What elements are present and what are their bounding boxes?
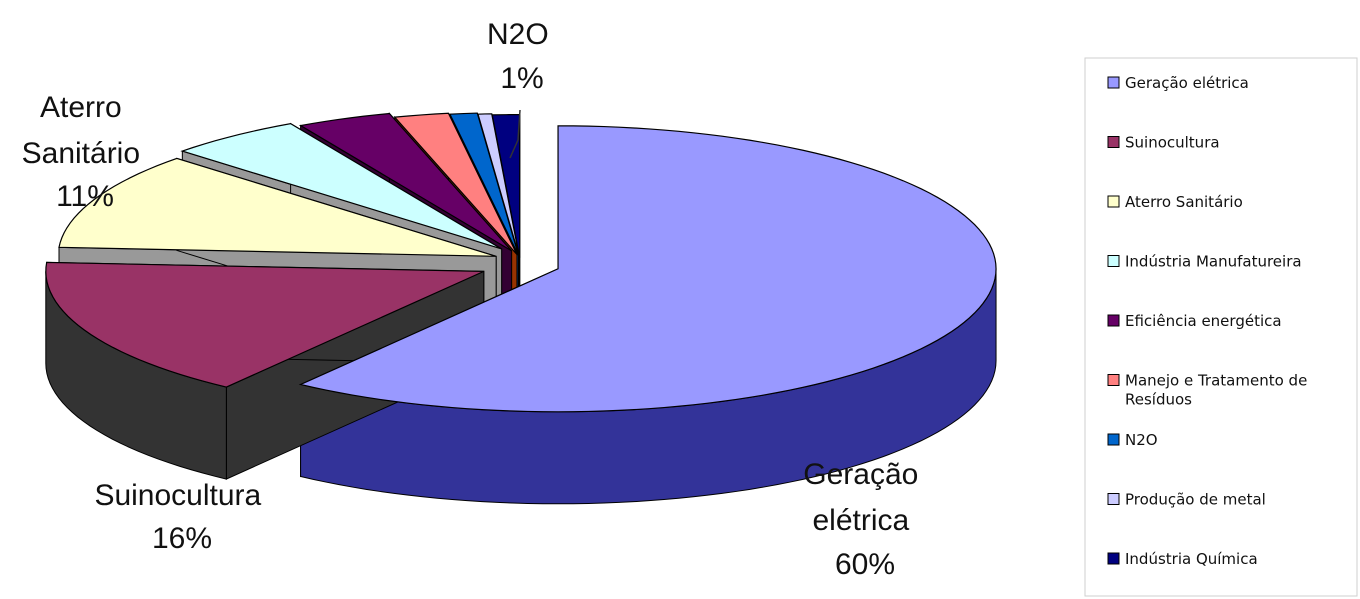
legend-swatch-industria-manufatureira — [1107, 255, 1120, 267]
data-label-n2o-line2: 1% — [500, 62, 543, 95]
legend-label-industria-manufatureira: Indústria Manufatureira — [1125, 253, 1302, 271]
legend-label-eficiencia-energetica: Eficiência energética — [1125, 312, 1282, 330]
legend-swatch-suinocultura — [1107, 136, 1120, 148]
legend-frame — [1084, 57, 1358, 597]
legend-label-suinocultura: Suinocultura — [1125, 134, 1220, 152]
data-label-n2o: N2O 1% — [487, 18, 557, 95]
legend-label-producao-de-metal: Produção de metal — [1125, 491, 1266, 509]
data-label-aterro-line1: Aterro — [40, 91, 122, 124]
data-label-suinocultura-line2: 16% — [152, 522, 212, 555]
legend-label-manejo-e-tratamento-de-residuos: Manejo e Tratamento de Resíduos — [1125, 372, 1307, 409]
n2o-leader-line-2 — [509, 139, 519, 159]
pie-slice-aterro-sanitario — [58, 157, 497, 257]
data-label-geracao-line2: elétrica — [812, 504, 909, 537]
legend-swatch-n2o — [1107, 433, 1120, 446]
pie-slice-industria-manufatureira — [180, 123, 502, 250]
data-label-n2o-line1: N2O — [487, 18, 549, 51]
pie-slice-suinocultura — [45, 261, 485, 388]
legend-swatch-industria-quimica — [1107, 552, 1120, 565]
legend-swatch-geracao-eletrica — [1107, 76, 1120, 89]
legend-label-geracao-eletrica: Geração elétrica — [1125, 74, 1249, 92]
legend-swatch-manejo-e-tratamento-de-residuos — [1107, 374, 1120, 386]
legend-swatch-producao-de-metal — [1107, 493, 1120, 505]
data-label-aterro: Aterro Sanitário 11% — [22, 91, 149, 213]
pie-slice-manejo-e-tratamento-de-residuos — [393, 112, 518, 255]
data-label-suinocultura: Suinocultura 16% — [94, 479, 269, 555]
n2o-leader-line — [517, 109, 521, 141]
legend-label-n2o: N2O — [1125, 431, 1158, 449]
legend: Geração elétrica Suinocultura Aterro Sanit… — [1084, 57, 1358, 597]
data-label-geracao-line3: 60% — [835, 548, 895, 581]
data-label-aterro-line3: 11% — [56, 180, 114, 213]
data-label-aterro-line2: Sanitário — [22, 137, 140, 170]
pie-slice-eficiencia-energetica — [298, 112, 513, 252]
legend-label-aterro-sanitario: Aterro Sanitário — [1125, 193, 1243, 211]
data-label-geracao-line1: Geração — [803, 458, 918, 491]
data-label-geracao: Geração elétrica 60% — [803, 458, 926, 581]
legend-swatch-aterro-sanitario — [1107, 195, 1120, 208]
data-label-suinocultura-line1: Suinocultura — [94, 479, 261, 512]
legend-label-industria-quimica: Indústria Química — [1125, 550, 1258, 568]
pie-slice-geracao-eletrica — [298, 125, 997, 413]
pie-tops — [45, 112, 997, 413]
legend-swatch-eficiencia-energetica — [1107, 314, 1120, 327]
